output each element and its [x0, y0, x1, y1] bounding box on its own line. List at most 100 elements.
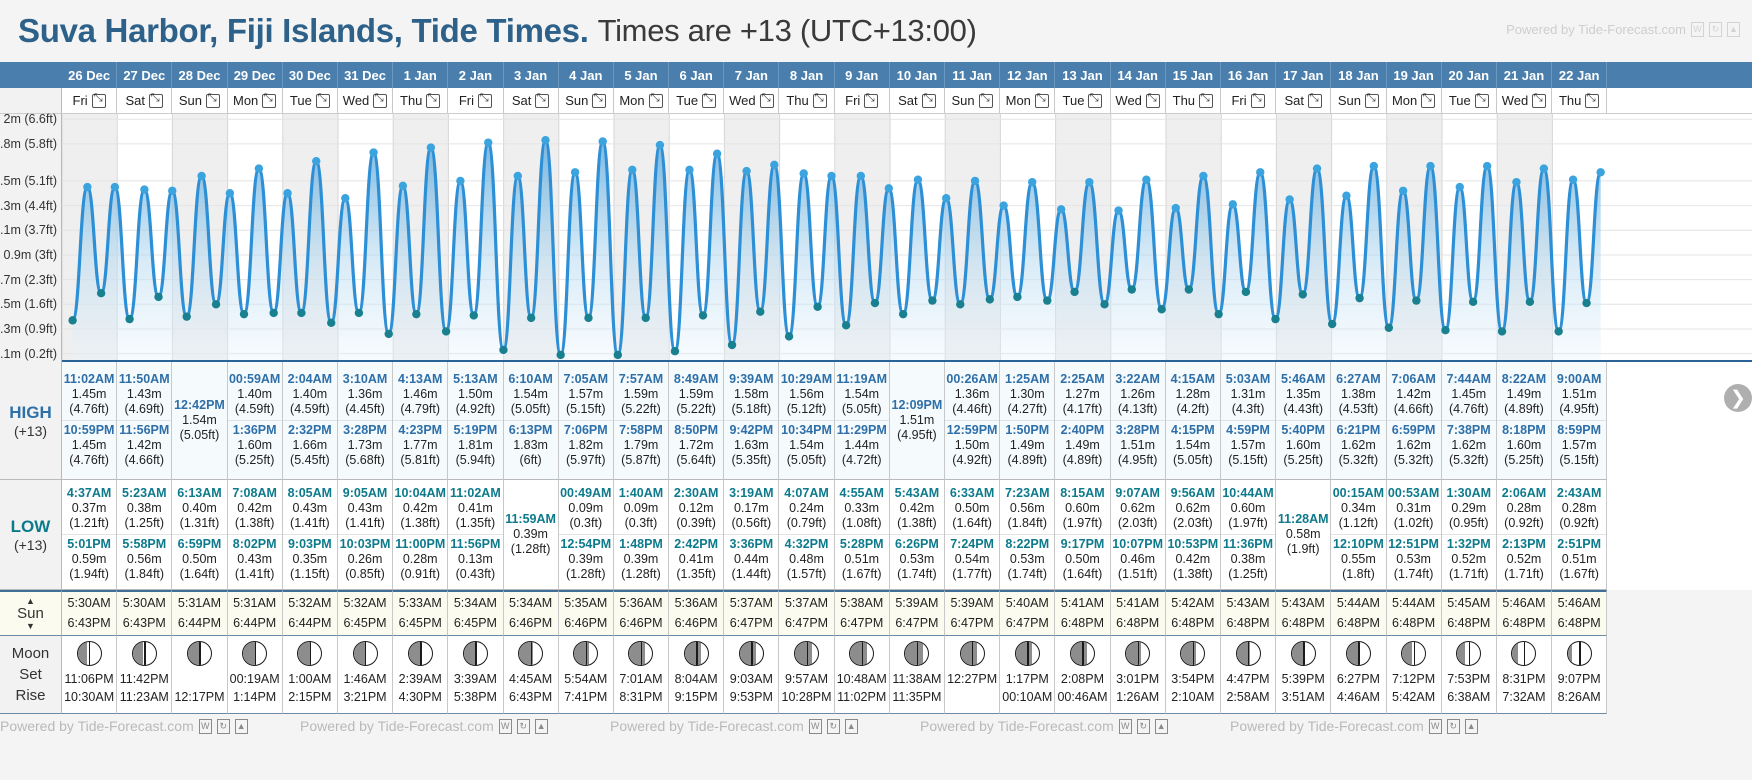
- moonset-time: 8:04AM: [674, 672, 718, 686]
- tide-event: 9:00AM 1.51m (4.95ft): [1552, 370, 1606, 420]
- tide-time: 11:29PM: [836, 423, 887, 437]
- date-header-21[interactable]: 16 Jan: [1221, 62, 1277, 88]
- moon-phase-icon: [1456, 641, 1482, 666]
- moon-phase-icon: [1566, 641, 1592, 666]
- date-header-23[interactable]: 18 Jan: [1331, 62, 1387, 88]
- moon-phase-icon: [462, 641, 488, 666]
- expand-day-icon[interactable]: [648, 93, 663, 108]
- tide-event: 11:02AM 0.41m (1.35ft): [448, 484, 502, 534]
- expand-day-icon[interactable]: [1364, 93, 1379, 108]
- expand-day-icon[interactable]: [206, 93, 221, 108]
- date-header-20[interactable]: 15 Jan: [1166, 62, 1221, 88]
- tide-time: 6:10AM: [508, 372, 553, 387]
- date-header-15[interactable]: 10 Jan: [890, 62, 945, 88]
- expand-day-icon[interactable]: [759, 93, 774, 108]
- tide-height-ft: (1.74ft): [1007, 566, 1048, 581]
- expand-day-icon[interactable]: [1250, 93, 1265, 108]
- tide-point-7: [168, 186, 177, 195]
- tide-point-4: [125, 314, 134, 324]
- expand-day-icon[interactable]: [477, 93, 492, 108]
- date-header-22[interactable]: 17 Jan: [1276, 62, 1332, 88]
- expand-day-icon[interactable]: [812, 93, 827, 108]
- date-header-26[interactable]: 21 Jan: [1497, 62, 1553, 88]
- date-header-25[interactable]: 20 Jan: [1442, 62, 1497, 88]
- expand-day-icon[interactable]: [149, 93, 164, 108]
- tide-height-ft: (0.3ft): [624, 516, 658, 530]
- weekday-text: Thu: [1558, 93, 1582, 108]
- date-header-19[interactable]: 14 Jan: [1111, 62, 1166, 88]
- expand-day-icon[interactable]: [262, 93, 277, 108]
- date-header-17[interactable]: 12 Jan: [1000, 62, 1056, 88]
- expand-day-icon[interactable]: [1474, 93, 1489, 108]
- expand-day-icon[interactable]: [91, 93, 106, 108]
- expand-day-icon[interactable]: [1532, 93, 1547, 108]
- tide-height-ft: (4.66ft): [124, 452, 165, 467]
- tide-time: 10:34PM: [781, 423, 832, 437]
- expand-day-icon[interactable]: [592, 93, 607, 108]
- expand-day-icon[interactable]: [1034, 93, 1049, 108]
- date-text: 6 Jan: [679, 67, 713, 83]
- expand-day-icon[interactable]: [978, 93, 993, 108]
- date-header-5[interactable]: 31 Dec: [338, 62, 394, 88]
- date-text: 28 Dec: [178, 67, 221, 83]
- expand-day-icon[interactable]: [921, 93, 936, 108]
- sunset-time: 6:46PM: [674, 615, 718, 630]
- expand-day-icon[interactable]: [1145, 93, 1160, 108]
- low-tide-cell-13: 4:07AM 0.24m (0.79ft) 4:32PM 0.48m (1.57ft): [779, 480, 835, 590]
- tide-point-103: [1539, 164, 1549, 173]
- expand-day-icon[interactable]: [1585, 93, 1600, 108]
- date-header-14[interactable]: 9 Jan: [835, 62, 890, 88]
- date-header-16[interactable]: 11 Jan: [945, 62, 1001, 88]
- date-header-1[interactable]: 27 Dec: [117, 62, 173, 88]
- tide-time: 2:30AM: [673, 486, 719, 501]
- expand-day-icon[interactable]: [702, 93, 717, 108]
- date-header-13[interactable]: 8 Jan: [779, 62, 835, 88]
- expand-day-icon[interactable]: [1199, 93, 1214, 108]
- sunset-time: 6:47PM: [729, 615, 773, 630]
- tide-height-ft: (1.35ft): [455, 516, 496, 530]
- tide-height-m: 1.35m: [1285, 387, 1321, 401]
- expand-day-icon[interactable]: [315, 93, 330, 108]
- moonrise-time: 8:31PM: [619, 690, 663, 705]
- date-header-18[interactable]: 13 Jan: [1055, 62, 1111, 88]
- tide-point-38: [613, 350, 623, 360]
- expand-day-icon[interactable]: [426, 93, 441, 108]
- weekday-text: Fri: [1231, 93, 1247, 108]
- date-header-7[interactable]: 2 Jan: [448, 62, 504, 88]
- date-header-0[interactable]: 26 Dec: [62, 62, 118, 88]
- date-header-8[interactable]: 3 Jan: [504, 62, 559, 88]
- date-header-10[interactable]: 5 Jan: [614, 62, 670, 88]
- expand-day-icon[interactable]: [1421, 93, 1436, 108]
- expand-day-icon[interactable]: [1307, 93, 1322, 108]
- sunrise-time: 5:46AM: [1502, 596, 1546, 611]
- expand-day-icon[interactable]: [373, 93, 388, 108]
- tide-height-m: 1.45m: [1451, 387, 1487, 401]
- expand-day-icon[interactable]: [1088, 93, 1103, 108]
- date-header-12[interactable]: 7 Jan: [724, 62, 780, 88]
- next-week-arrow-icon[interactable]: ❯: [1724, 384, 1752, 412]
- moon-phase-icon: [1345, 641, 1371, 666]
- tide-height-ft: (1.8ft): [1342, 566, 1375, 581]
- date-header-24[interactable]: 19 Jan: [1387, 62, 1442, 88]
- date-header-11[interactable]: 6 Jan: [669, 62, 725, 88]
- tide-time: 11:02AM: [63, 372, 115, 387]
- expand-day-icon[interactable]: [864, 93, 879, 108]
- moonset-time: 3:54PM: [1171, 672, 1215, 686]
- date-header-3[interactable]: 29 Dec: [228, 62, 283, 88]
- tide-height-ft: (4.72ft): [841, 452, 882, 467]
- date-header-9[interactable]: 4 Jan: [559, 62, 614, 88]
- sunset-time: 6:43PM: [67, 615, 111, 630]
- tide-event: 6:59PM 0.50m (1.64ft): [172, 534, 227, 585]
- weekday-text: Sat: [1284, 93, 1304, 108]
- moonrise-time: 9:53PM: [729, 690, 773, 705]
- sun-cell-17: 5:40AM 6:47PM: [1000, 590, 1056, 636]
- date-header-6[interactable]: 1 Jan: [393, 62, 449, 88]
- date-header-2[interactable]: 28 Dec: [172, 62, 228, 88]
- expand-day-icon[interactable]: [535, 93, 550, 108]
- sunset-time: 6:46PM: [564, 615, 608, 630]
- date-header-4[interactable]: 30 Dec: [283, 62, 338, 88]
- tide-height-m: 1.49m: [1065, 437, 1100, 452]
- weekday-cell-10: Mon: [614, 88, 670, 113]
- date-header-27[interactable]: 22 Jan: [1552, 62, 1608, 88]
- high-tide-cell-4: 2:04AM 1.40m (4.59ft) 2:32PM 1.66m (5.45ft): [282, 362, 338, 480]
